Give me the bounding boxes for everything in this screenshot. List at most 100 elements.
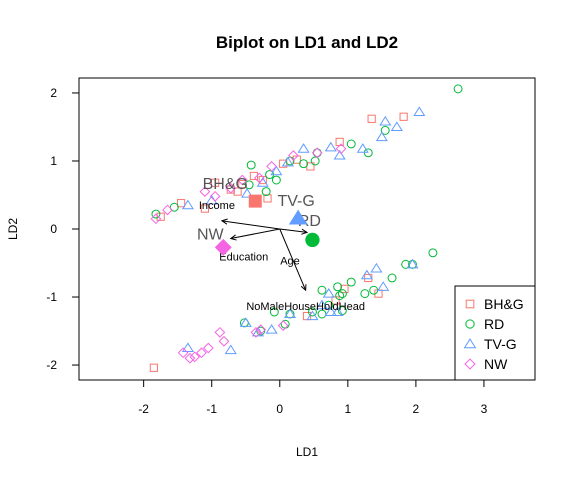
- arrow-head: [220, 218, 228, 225]
- centroid-label: BH&G: [203, 176, 248, 193]
- data-point: [271, 175, 281, 185]
- centroid-label: TV-G: [277, 193, 314, 210]
- legend-marker: [465, 319, 475, 329]
- data-point: [331, 306, 344, 316]
- data-point: [315, 299, 329, 310]
- legend-label: TV-G: [484, 336, 517, 352]
- x-tick-label: -2: [138, 402, 149, 416]
- data-point: [390, 121, 403, 131]
- data-point: [346, 277, 356, 287]
- data-point: [312, 148, 322, 158]
- data-point: [283, 308, 297, 319]
- centroid-label: NW: [197, 226, 225, 243]
- data-point: [261, 187, 271, 197]
- legend-marker: [463, 338, 477, 349]
- x-tick-label: 2: [413, 402, 420, 416]
- data-point: [218, 335, 230, 347]
- y-tick-label: 0: [50, 222, 57, 236]
- data-point: [249, 171, 259, 181]
- data-point: [360, 269, 373, 280]
- data-point: [364, 273, 373, 283]
- data-point: [299, 159, 309, 169]
- legend-box: [454, 285, 536, 381]
- data-point: [281, 156, 294, 167]
- arrow-head: [301, 228, 309, 235]
- data-point: [453, 84, 463, 94]
- data-point: [265, 324, 278, 334]
- data-point: [367, 114, 376, 123]
- data-point: [317, 285, 327, 295]
- data-point: [297, 143, 310, 153]
- data-point: [377, 281, 390, 291]
- arrow-label: Income: [199, 200, 235, 212]
- data-point: [317, 309, 327, 319]
- y-tick-label: -1: [46, 290, 57, 304]
- arrow-label: Education: [219, 252, 268, 264]
- data-point: [399, 112, 408, 121]
- data-point: [169, 202, 179, 212]
- x-tick-label: 1: [344, 402, 351, 416]
- data-point: [333, 149, 346, 160]
- data-point: [202, 342, 214, 354]
- y-axis-label: LD2: [6, 218, 20, 240]
- data-point: [246, 160, 256, 170]
- data-point: [238, 180, 247, 189]
- data-point: [266, 161, 277, 172]
- data-point: [356, 143, 369, 153]
- arrow-line: [279, 228, 308, 233]
- data-point: [324, 141, 337, 152]
- legend-marker: [464, 358, 476, 370]
- data-point: [335, 291, 345, 301]
- data-point: [379, 115, 392, 126]
- data-point: [236, 174, 248, 186]
- arrow-line: [230, 228, 280, 240]
- data-point: [181, 199, 194, 210]
- data-point: [176, 199, 186, 208]
- data-point: [375, 131, 388, 142]
- data-points: [149, 84, 463, 372]
- group-centroids: BH&G RD TV-G NW: [197, 176, 321, 256]
- data-point: [335, 143, 347, 155]
- y-tick-label: -2: [46, 358, 57, 372]
- arrow-label: Age: [280, 255, 300, 267]
- data-point: [307, 307, 317, 317]
- data-point: [277, 320, 289, 331]
- data-point: [288, 150, 299, 161]
- data-point: [151, 209, 161, 219]
- data-point: [150, 213, 162, 225]
- data-point: [196, 347, 207, 359]
- data-point: [209, 190, 221, 202]
- chart-title: Biplot on LD1 and LD2: [216, 33, 398, 52]
- y-tick-label: 2: [50, 86, 57, 100]
- data-point: [406, 258, 419, 269]
- x-tick-label: 0: [276, 402, 283, 416]
- data-point: [380, 125, 390, 135]
- data-point: [181, 342, 194, 353]
- legend-marker: [465, 299, 475, 309]
- arrow-head: [300, 284, 307, 292]
- data-point: [162, 204, 173, 216]
- data-point: [428, 248, 438, 258]
- data-point: [156, 212, 165, 221]
- data-point: [311, 147, 323, 159]
- data-point: [244, 180, 254, 190]
- data-point: [413, 106, 426, 117]
- data-point: [269, 307, 279, 317]
- arrow-head: [229, 234, 237, 241]
- legend: BH&G RD TV-G NW: [454, 285, 536, 381]
- data-point: [324, 306, 337, 316]
- data-point: [370, 262, 383, 273]
- x-axis: -2 -1 0 1 2 3: [138, 379, 488, 416]
- legend-label: RD: [484, 316, 504, 332]
- arrow-line: [221, 220, 280, 230]
- data-point: [241, 188, 254, 198]
- data-point: [225, 182, 237, 194]
- centroid-marker: [288, 209, 308, 225]
- data-point: [255, 324, 267, 336]
- centroid-marker: [305, 232, 320, 248]
- data-point: [199, 186, 211, 197]
- data-point: [211, 178, 220, 187]
- data-point: [263, 194, 272, 203]
- centroid-label: RD: [298, 213, 321, 230]
- data-point: [335, 137, 344, 147]
